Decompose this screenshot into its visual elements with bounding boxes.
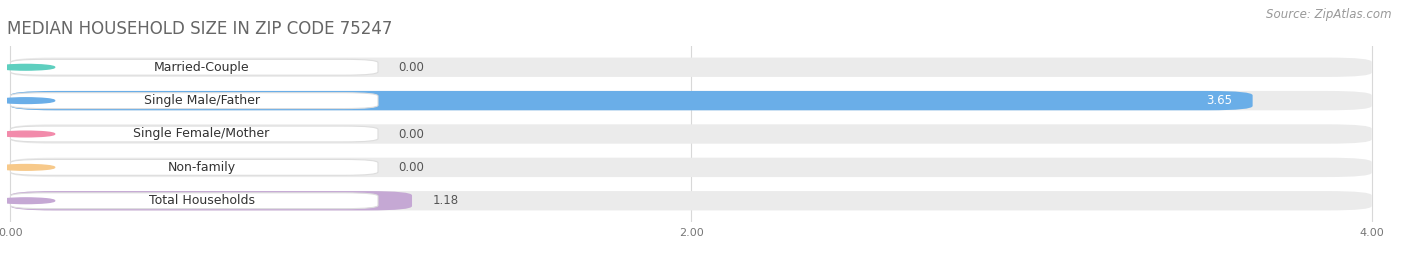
FancyBboxPatch shape xyxy=(10,124,1372,144)
Circle shape xyxy=(0,198,55,204)
FancyBboxPatch shape xyxy=(10,191,412,210)
Text: 0.00: 0.00 xyxy=(398,61,425,74)
FancyBboxPatch shape xyxy=(10,91,1253,110)
FancyBboxPatch shape xyxy=(10,191,1372,210)
Text: 3.65: 3.65 xyxy=(1206,94,1232,107)
FancyBboxPatch shape xyxy=(10,58,1372,77)
Text: 0.00: 0.00 xyxy=(398,161,425,174)
Circle shape xyxy=(0,131,55,137)
Text: 1.18: 1.18 xyxy=(433,194,458,207)
Circle shape xyxy=(0,98,55,103)
Text: 0.00: 0.00 xyxy=(398,128,425,140)
Circle shape xyxy=(0,165,55,170)
Text: Single Female/Mother: Single Female/Mother xyxy=(134,128,270,140)
Text: Non-family: Non-family xyxy=(167,161,236,174)
Text: Single Male/Father: Single Male/Father xyxy=(143,94,260,107)
FancyBboxPatch shape xyxy=(10,93,378,109)
Text: Total Households: Total Households xyxy=(149,194,254,207)
Text: Source: ZipAtlas.com: Source: ZipAtlas.com xyxy=(1267,8,1392,21)
Circle shape xyxy=(0,64,55,70)
FancyBboxPatch shape xyxy=(10,126,378,142)
FancyBboxPatch shape xyxy=(10,159,378,175)
Text: MEDIAN HOUSEHOLD SIZE IN ZIP CODE 75247: MEDIAN HOUSEHOLD SIZE IN ZIP CODE 75247 xyxy=(7,20,392,38)
FancyBboxPatch shape xyxy=(10,59,378,75)
FancyBboxPatch shape xyxy=(10,193,378,209)
FancyBboxPatch shape xyxy=(10,158,1372,177)
FancyBboxPatch shape xyxy=(10,91,1372,110)
Text: Married-Couple: Married-Couple xyxy=(153,61,249,74)
